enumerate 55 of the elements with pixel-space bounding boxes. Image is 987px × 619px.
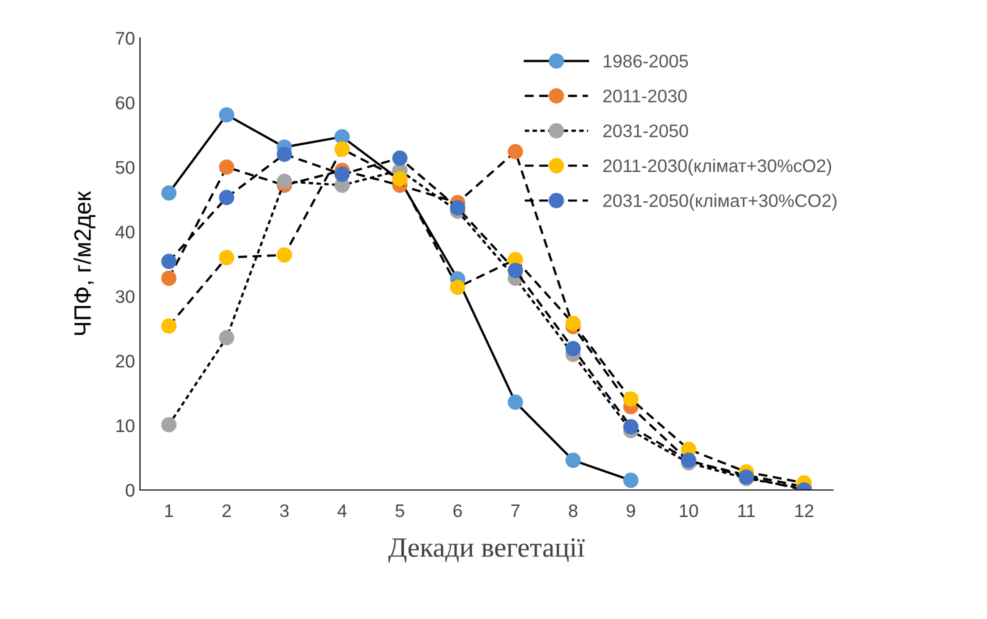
- point: [623, 472, 639, 488]
- point: [218, 330, 234, 346]
- x-tick-label: 10: [680, 504, 698, 518]
- y-axis-title: ЧПФ, г/м2дек: [74, 191, 96, 335]
- point: [508, 394, 524, 410]
- point: [161, 417, 177, 432]
- legend-label: 2031-2050(клімат+30%CO2): [603, 194, 836, 211]
- point: [276, 174, 292, 189]
- y-tick-label: 70: [116, 32, 134, 45]
- x-tick-label: 6: [454, 504, 462, 518]
- point: [565, 452, 581, 468]
- x-tick-label: 4: [338, 504, 347, 517]
- y-tick-label: 20: [116, 354, 134, 368]
- point: [218, 190, 234, 206]
- legend-label: 2031-2050: [603, 124, 688, 138]
- point: [218, 107, 234, 122]
- point: [161, 185, 177, 201]
- point: [623, 391, 639, 407]
- point: [334, 141, 350, 157]
- y-tick-label: 60: [116, 96, 134, 110]
- x-tick-label: 7: [511, 504, 520, 517]
- point: [392, 150, 408, 166]
- point: [508, 262, 524, 278]
- y-tick-label: 50: [116, 161, 134, 174]
- x-tick-label: 11: [738, 504, 755, 517]
- x-tick-label: 5: [396, 504, 404, 518]
- y-tick-label: 0: [126, 484, 134, 497]
- point: [276, 247, 292, 263]
- y-tick-label: 10: [116, 419, 134, 432]
- x-axis-title: Декади вегетації: [388, 538, 585, 563]
- point: [565, 340, 581, 356]
- point: [450, 200, 466, 216]
- point: [218, 250, 234, 266]
- x-tick-label: 12: [795, 504, 814, 517]
- point: [276, 146, 292, 162]
- legend-label: 2011-2030(клімат+30%cO2): [603, 158, 832, 176]
- point: [161, 318, 177, 334]
- point: [565, 316, 581, 332]
- x-tick-label: 1: [165, 504, 174, 517]
- x-tick-label: 8: [568, 504, 578, 518]
- legend-label: 1986-2005: [604, 54, 688, 68]
- point: [218, 160, 234, 175]
- legend-label: 2011-2030: [603, 90, 687, 102]
- x-tick-label: 2: [222, 504, 231, 517]
- point: [161, 270, 177, 286]
- x-tick-label: 3: [280, 504, 289, 518]
- point: [508, 144, 524, 160]
- point: [334, 166, 350, 182]
- point: [334, 129, 350, 144]
- point: [450, 280, 466, 295]
- point: [623, 419, 639, 434]
- x-tick-label: 9: [626, 504, 636, 518]
- y-tick-label: 30: [116, 290, 134, 304]
- y-tick-label: 40: [115, 226, 134, 238]
- point: [161, 254, 177, 270]
